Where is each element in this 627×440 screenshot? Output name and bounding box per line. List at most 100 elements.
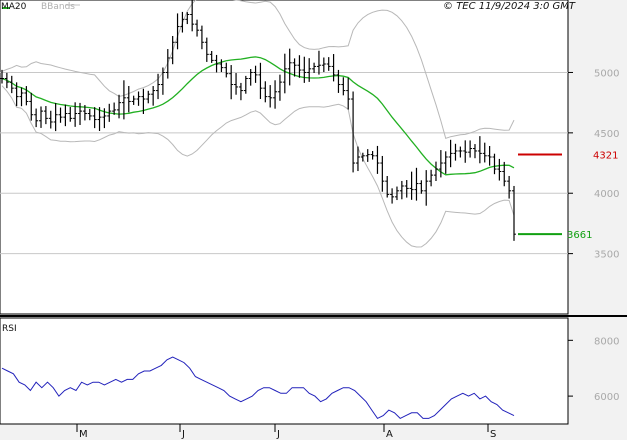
ma-legend-label: MA20 bbox=[1, 2, 27, 12]
ohlc-bar bbox=[277, 74, 282, 101]
price-bars bbox=[0, 0, 516, 241]
ohlc-bar bbox=[497, 158, 502, 181]
ohlc-bar bbox=[375, 145, 380, 174]
y-tick-label: 5000 bbox=[594, 68, 619, 79]
ohlc-bar bbox=[463, 140, 468, 163]
ohlc-bar bbox=[63, 104, 68, 127]
price-levels: 4321 3661 bbox=[518, 150, 618, 241]
rsi-tick-label: 8000 bbox=[594, 336, 619, 347]
ohlc-bar bbox=[73, 102, 78, 127]
ohlc-bar bbox=[112, 102, 117, 115]
ohlc-bar bbox=[365, 149, 370, 162]
y-tick-label: 4000 bbox=[594, 189, 619, 200]
ohlc-bar bbox=[429, 169, 434, 187]
ohlc-bar bbox=[287, 48, 292, 86]
ohlc-bar bbox=[97, 107, 102, 131]
ohlc-bar bbox=[58, 107, 63, 123]
month-label: S bbox=[490, 429, 496, 440]
ohlc-bar bbox=[29, 92, 34, 121]
ohlc-bar bbox=[4, 72, 9, 89]
month-label: J bbox=[276, 429, 280, 440]
ohlc-bar bbox=[117, 94, 122, 119]
ohlc-bar bbox=[43, 106, 48, 125]
ohlc-bar bbox=[351, 91, 356, 173]
ohlc-bar bbox=[82, 105, 87, 121]
bb-legend-label: BBands bbox=[41, 2, 75, 12]
ohlc-bar bbox=[209, 50, 214, 63]
ohlc-bar bbox=[385, 175, 390, 198]
ohlc-bar bbox=[433, 161, 438, 181]
month-label: M bbox=[79, 429, 88, 440]
ohlc-bar bbox=[443, 151, 448, 174]
price-gridlines bbox=[0, 71, 568, 255]
ohlc-bar bbox=[390, 188, 395, 204]
ohlc-bar bbox=[404, 180, 409, 198]
ohlc-bar bbox=[316, 50, 321, 75]
resistance-label: 4321 bbox=[593, 150, 618, 161]
ohlc-bar bbox=[199, 25, 204, 50]
ohlc-bar bbox=[477, 136, 482, 164]
ohlc-bar bbox=[214, 54, 219, 73]
rsi-axis: 8000 6000 bbox=[568, 336, 619, 403]
bollinger-bands bbox=[1, 0, 515, 248]
ohlc-bar bbox=[370, 151, 375, 160]
y-tick-label: 4500 bbox=[594, 129, 619, 140]
rsi-line bbox=[1, 356, 515, 420]
ohlc-bar bbox=[92, 107, 97, 129]
ohlc-bar bbox=[243, 75, 248, 94]
ohlc-bar bbox=[487, 146, 492, 166]
ohlc-bar bbox=[126, 86, 131, 113]
ohlc-bar bbox=[453, 143, 458, 161]
y-tick-label: 3500 bbox=[594, 250, 619, 261]
ohlc-bar bbox=[224, 62, 229, 78]
rsi-tick-label: 6000 bbox=[594, 392, 619, 403]
ohlc-bar bbox=[302, 56, 307, 83]
ohlc-bar bbox=[292, 58, 297, 77]
ma20-line bbox=[1, 56, 515, 176]
ohlc-bar bbox=[136, 91, 141, 106]
ohlc-bar bbox=[204, 37, 209, 62]
ohlc-bar bbox=[424, 170, 429, 206]
ohlc-bar bbox=[160, 67, 165, 95]
price-axis: 5000 4500 4000 3500 bbox=[568, 68, 619, 261]
ohlc-bar bbox=[165, 49, 170, 79]
ohlc-bar bbox=[156, 73, 161, 100]
ohlc-bar bbox=[190, 0, 195, 32]
ohlc-bar bbox=[141, 88, 146, 114]
ohlc-bar bbox=[248, 69, 253, 86]
ohlc-bar bbox=[336, 69, 341, 93]
ohlc-bar bbox=[68, 107, 73, 122]
ohlc-bar bbox=[234, 73, 239, 95]
ohlc-bar bbox=[48, 110, 53, 129]
ohlc-bar bbox=[297, 55, 302, 78]
ohlc-bar bbox=[419, 180, 424, 194]
month-label: J bbox=[181, 429, 185, 440]
ohlc-bar bbox=[180, 11, 185, 33]
ohlc-bar bbox=[121, 80, 126, 120]
price-panel bbox=[0, 0, 569, 315]
rsi-label: RSI bbox=[2, 324, 17, 334]
ohlc-bar bbox=[414, 167, 419, 201]
ohlc-bar bbox=[19, 87, 24, 107]
ohlc-bar bbox=[502, 161, 507, 187]
ohlc-bar bbox=[399, 180, 404, 200]
ohlc-bar bbox=[53, 102, 58, 132]
ohlc-bar bbox=[107, 103, 112, 122]
ohlc-bar bbox=[507, 175, 512, 199]
ohlc-bar bbox=[78, 102, 83, 125]
ohlc-bar bbox=[438, 150, 443, 178]
ohlc-bar bbox=[14, 82, 19, 107]
ohlc-bar bbox=[448, 139, 453, 168]
ohlc-bar bbox=[185, 12, 190, 25]
ohlc-bar bbox=[468, 140, 473, 158]
copyright-text: © TEC 11/9/2024 3:0 GMT bbox=[443, 1, 576, 12]
ohlc-bar bbox=[102, 108, 107, 129]
ohlc-bar bbox=[39, 106, 44, 128]
ohlc-bar bbox=[263, 81, 268, 103]
ohlc-bar bbox=[87, 108, 92, 121]
ohlc-bar bbox=[492, 153, 497, 175]
ohlc-bar bbox=[238, 82, 243, 101]
rsi-panel bbox=[0, 317, 569, 425]
support-label: 3661 bbox=[567, 230, 592, 241]
ohlc-bar bbox=[307, 58, 312, 82]
